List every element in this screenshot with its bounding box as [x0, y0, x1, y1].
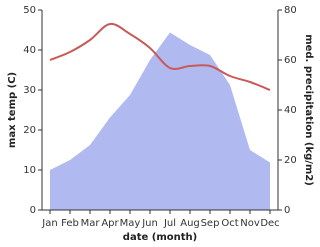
x-tick-label: Apr [101, 218, 119, 229]
y-axis-label: max temp (C) [7, 72, 18, 148]
y2-tick-label: 0 [284, 205, 290, 216]
x-tick-label: Nov [240, 218, 260, 229]
x-axis-label: date (month) [123, 232, 197, 243]
y-tick-label: 50 [23, 5, 36, 16]
precipitation-area [50, 32, 270, 210]
x-tick-label: Jan [41, 218, 57, 229]
x-tick-label: Sep [201, 218, 220, 229]
y2-tick-label: 40 [284, 105, 297, 116]
y2-axis-label: med. precipitation (kg/m2) [303, 34, 314, 186]
x-tick-label: Aug [180, 218, 200, 229]
y-tick-label: 0 [30, 205, 36, 216]
y2-tick-label: 60 [284, 55, 297, 66]
y-tick-label: 20 [23, 125, 36, 136]
x-tick-label: Feb [61, 218, 79, 229]
x-tick-label: Mar [81, 218, 101, 229]
y-tick-label: 40 [23, 45, 36, 56]
x-tick-label: Dec [260, 218, 279, 229]
temp-line [49, 22, 271, 91]
y-tick-label: 30 [23, 85, 36, 96]
y2-tick-label: 20 [284, 155, 297, 166]
y-tick-label: 10 [23, 165, 36, 176]
y2-tick-label: 80 [284, 5, 297, 16]
x-tick-label: Jul [163, 218, 176, 229]
x-tick-label: Jun [141, 218, 158, 229]
x-tick-label: May [120, 218, 141, 229]
x-tick-label: Oct [221, 218, 238, 229]
